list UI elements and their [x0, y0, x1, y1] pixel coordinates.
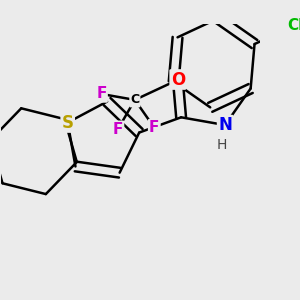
- Text: H: H: [216, 138, 227, 152]
- Text: F: F: [113, 122, 123, 137]
- Text: F: F: [149, 120, 160, 135]
- Text: N: N: [218, 116, 232, 134]
- Text: S: S: [62, 113, 74, 131]
- Text: C: C: [130, 93, 140, 106]
- Text: F: F: [96, 86, 106, 101]
- Text: O: O: [171, 70, 185, 88]
- Text: Cl: Cl: [287, 18, 300, 33]
